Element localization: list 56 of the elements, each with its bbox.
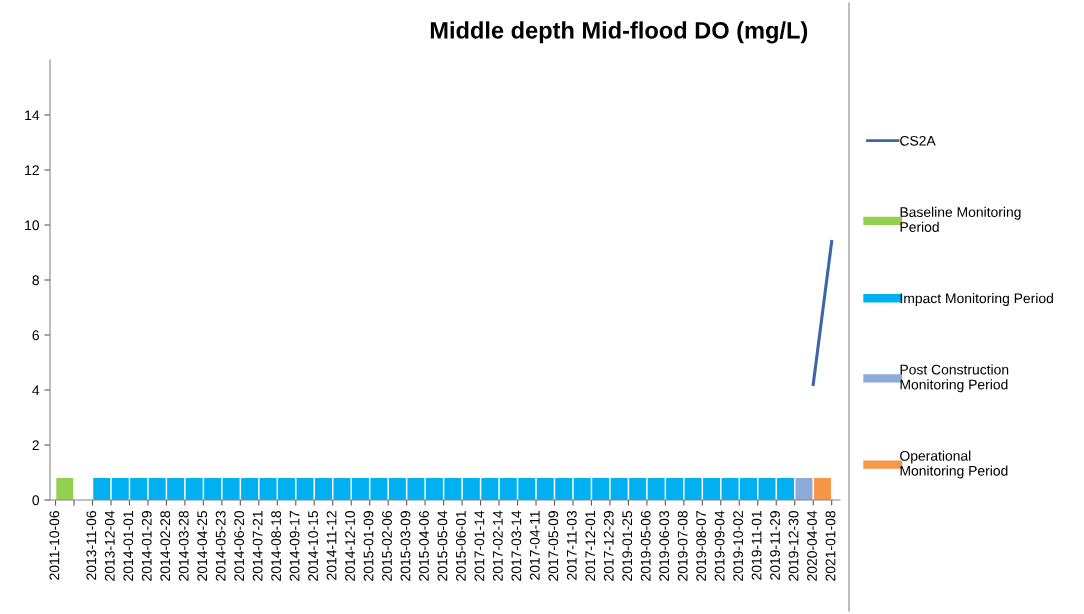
x-tick-label: 2017-03-14 (511, 510, 522, 581)
x-tick-label: 2020-04-04 (807, 510, 817, 581)
x-tick-label: 2014-04-25 (197, 510, 208, 581)
x-tick-label: 2017-01-14 (474, 510, 485, 581)
x-tick-label: 2014-08-18 (271, 511, 282, 581)
x-tick-label: 2019-07-08 (677, 511, 688, 581)
x-tick-label: 2019-10-02 (733, 511, 744, 581)
x-tick-label: 2017-12-01 (585, 511, 596, 581)
x-tick-label: 2014-01-29 (141, 511, 152, 581)
x-tick-label: 2014-02-28 (160, 511, 171, 581)
x-tick-label: 2011-10-06 (49, 511, 60, 580)
x-tick-label: 2019-06-03 (659, 511, 670, 581)
legend-label: Impact Monitoring Period (900, 293, 1053, 306)
x-tick-label: 2017-11-03 (566, 511, 577, 580)
x-tick-label: 2014-06-20 (234, 510, 245, 581)
x-tick-label: 2019-11-01 (751, 511, 762, 580)
y-tick-label: 10 (25, 220, 40, 231)
x-tick-label: 2014-05-23 (215, 511, 226, 581)
y-tick-label: 6 (32, 330, 39, 341)
x-tick-label: 2014-12-10 (345, 510, 355, 581)
y-tick-label: 14 (25, 110, 40, 121)
legend-label: Operational Monitoring Period (900, 450, 1008, 479)
x-tick-label: 2019-09-04 (714, 510, 725, 581)
x-tick-label: 2015-05-04 (437, 510, 448, 581)
x-tick-label: 2014-11-12 (326, 511, 337, 580)
x-tick-label: 2013-12-04 (104, 510, 115, 581)
x-tick-label: 2015-02-06 (382, 511, 392, 581)
x-tick-label: 2015-03-09 (400, 511, 411, 581)
x-tick-label: 2015-04-06 (419, 511, 429, 581)
x-tick-label: 2019-08-07 (696, 511, 707, 581)
x-tick-label: 2014-09-17 (289, 511, 300, 581)
x-tick-label: 2014-10-15 (308, 510, 318, 581)
x-tick-label: 2019-12-30 (788, 510, 799, 581)
x-tick-label: 2021-01-08 (825, 511, 836, 581)
x-tick-label: 2019-05-06 (640, 511, 651, 581)
chart-title: Middle depth Mid-flood DO (mg/L) (430, 21, 808, 44)
x-tick-label: 2013-11-06 (86, 511, 97, 580)
x-tick-label: 2015-06-01 (455, 511, 466, 581)
x-tick-label: 2019-01-25 (622, 510, 633, 581)
x-tick-label: 2017-12-29 (603, 511, 614, 581)
x-tick-label: 2017-04-11 (529, 511, 540, 580)
x-tick-label: 2014-07-21 (252, 511, 263, 581)
x-tick-label: 2015-01-09 (363, 511, 374, 581)
y-tick-label: 8 (32, 275, 39, 286)
legend-label: CS2A (900, 135, 936, 146)
legend-label: Baseline Monitoring Period (900, 206, 1021, 232)
y-tick-label: 12 (25, 165, 39, 176)
x-tick-label: 2014-01-01 (123, 511, 134, 581)
legend-label: Post Construction Monitoring Period (900, 364, 1009, 393)
x-tick-label: 2014-03-28 (178, 511, 189, 581)
y-tick-label: 0 (32, 495, 40, 506)
x-tick-label: 2017-05-09 (548, 511, 559, 581)
x-tick-label: 2019-11-29 (770, 511, 780, 580)
x-tick-label: 2017-02-14 (492, 510, 503, 581)
y-tick-label: 4 (32, 385, 40, 396)
y-tick-label: 2 (32, 440, 39, 451)
